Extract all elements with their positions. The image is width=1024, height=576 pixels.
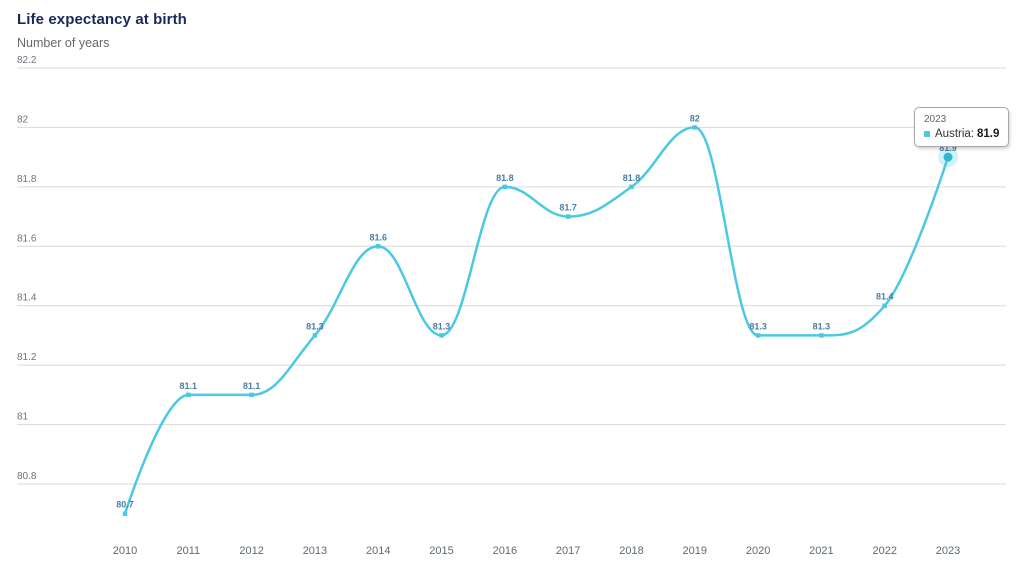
x-axis-tick-label: 2016 [493, 545, 517, 557]
x-axis-tick-label: 2022 [872, 545, 896, 557]
chart-title: Life expectancy at birth [17, 11, 187, 28]
data-point-marker[interactable] [882, 303, 887, 308]
data-point-label: 82 [690, 113, 700, 123]
data-point-label: 81.8 [496, 173, 514, 183]
data-point-marker[interactable] [375, 244, 381, 249]
chart-subtitle: Number of years [17, 36, 110, 50]
y-axis-tick-label: 81.4 [17, 293, 37, 304]
data-point-label: 81.3 [813, 321, 831, 331]
series-line [123, 126, 950, 515]
data-point-marker[interactable] [755, 333, 761, 338]
data-point-label: 81.3 [306, 321, 324, 331]
x-axis-tick-label: 2018 [619, 545, 643, 557]
data-point-marker[interactable] [943, 152, 953, 162]
data-point-label: 81.1 [180, 381, 198, 391]
x-axis-tick-label: 2012 [239, 545, 263, 557]
x-axis-tick-label: 2021 [809, 545, 833, 557]
x-axis-tick-label: 2020 [746, 545, 770, 557]
data-point-label: 81.6 [369, 232, 387, 242]
y-axis-tick-label: 81.6 [17, 233, 37, 244]
data-point-label: 81.3 [749, 321, 767, 331]
data-point-label: 81.8 [623, 173, 641, 183]
x-axis-tick-label: 2011 [176, 545, 200, 557]
x-axis-tick-label: 2010 [113, 545, 137, 557]
tooltip-value: 81.9 [977, 128, 1000, 140]
y-axis-tick-label: 80.8 [17, 471, 37, 482]
data-point-marker[interactable] [312, 333, 318, 338]
data-point-marker[interactable] [502, 184, 508, 190]
x-axis-tick-label: 2014 [366, 545, 390, 557]
data-point-label: 81.7 [559, 203, 577, 213]
tooltip-year: 2023 [924, 114, 947, 125]
data-point-marker[interactable] [629, 184, 634, 190]
data-point-label: 80.7 [116, 500, 134, 510]
data-point-marker[interactable] [249, 392, 254, 398]
series-bullet-icon [924, 131, 930, 137]
data-point-marker[interactable] [186, 392, 191, 398]
y-axis-tick-label: 81 [17, 412, 29, 423]
data-point-label: 81.1 [243, 381, 261, 391]
data-point-marker[interactable] [692, 125, 698, 130]
x-axis-tick-label: 2019 [683, 545, 707, 557]
x-axis-tick-label: 2017 [556, 545, 580, 557]
data-point-label: 81.9 [939, 143, 957, 153]
y-axis-tick-label: 82.2 [17, 55, 37, 66]
data-point-marker[interactable] [819, 333, 824, 338]
data-point-marker[interactable] [122, 511, 128, 516]
tooltip-series-row: Austria: 81.9 [924, 128, 999, 140]
data-point-marker[interactable] [439, 333, 444, 338]
x-axis-tick-label: 2023 [936, 545, 960, 557]
tooltip: 2023 Austria: 81.9 [914, 107, 1010, 147]
y-axis-tick-label: 81.2 [17, 352, 37, 363]
x-axis-tick-label: 2013 [303, 545, 327, 557]
tooltip-series-name: Austria: [935, 128, 974, 140]
data-point-label: 81.3 [433, 321, 451, 331]
data-point-label: 81.4 [876, 292, 894, 302]
y-axis-tick-label: 82 [17, 114, 29, 125]
data-point-marker[interactable] [565, 214, 571, 219]
x-axis-tick-label: 2015 [429, 545, 453, 557]
y-axis-tick-label: 81.8 [17, 174, 37, 185]
